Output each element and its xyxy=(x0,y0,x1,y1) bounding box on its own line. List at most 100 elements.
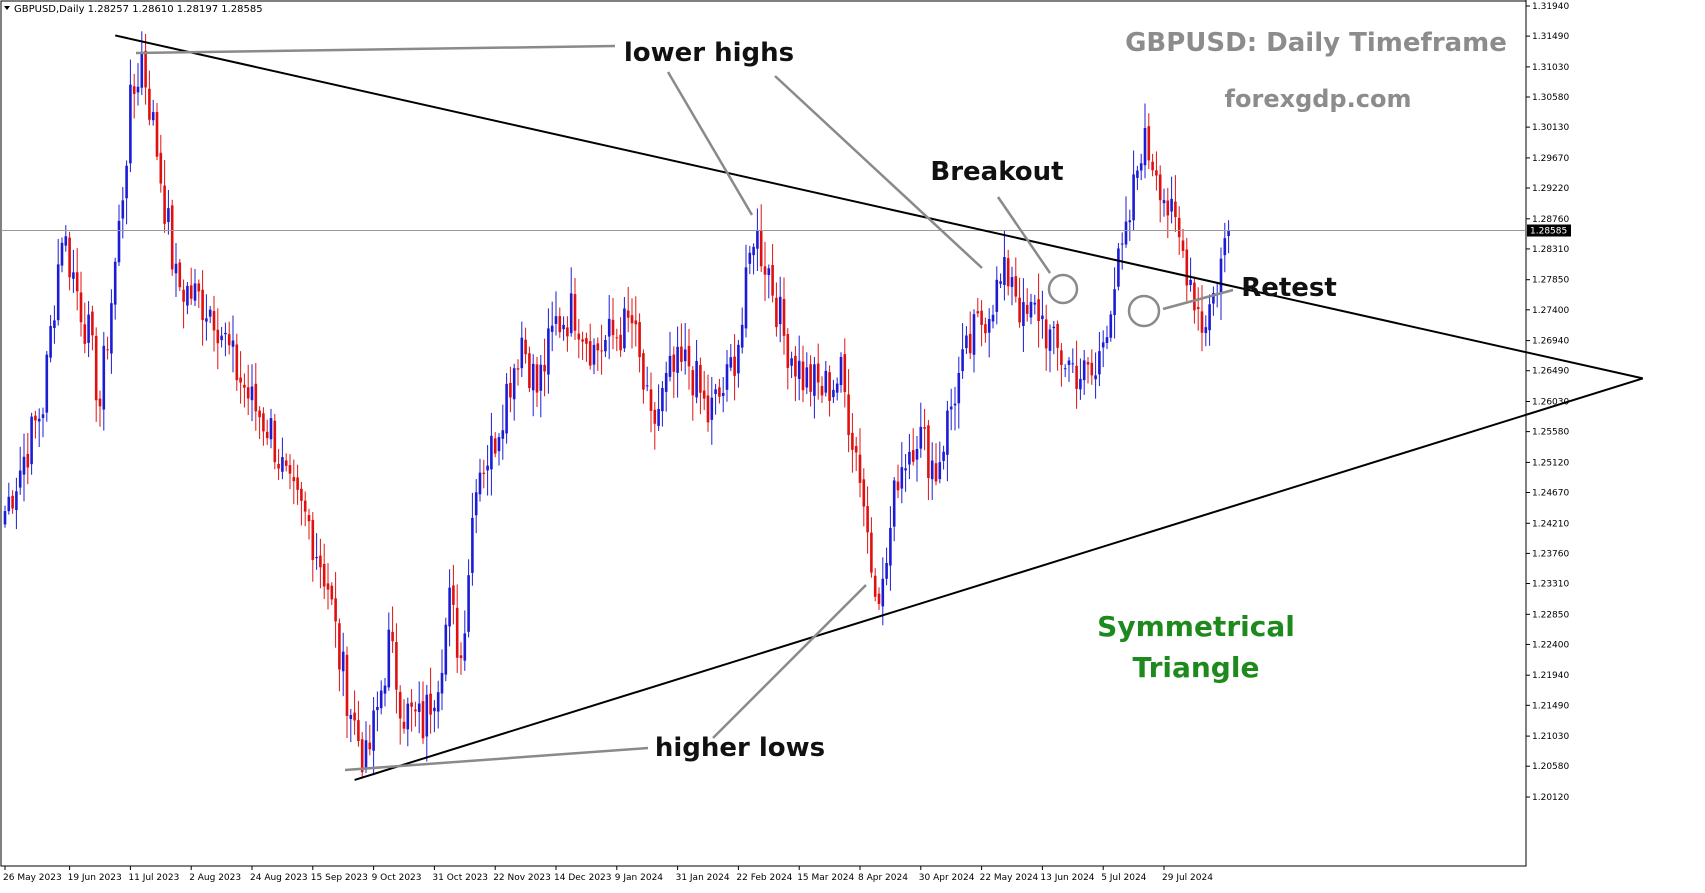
candle xyxy=(790,351,793,379)
candle xyxy=(273,413,277,470)
candle xyxy=(873,568,877,602)
candle xyxy=(839,352,843,393)
candle xyxy=(664,361,668,412)
candle xyxy=(372,697,375,776)
candle xyxy=(1006,249,1010,296)
candle xyxy=(706,374,710,432)
candle xyxy=(34,410,37,439)
candle xyxy=(953,386,957,431)
candle xyxy=(558,307,562,338)
candle xyxy=(455,584,459,673)
candle xyxy=(1048,324,1052,373)
candle xyxy=(623,297,626,353)
candle xyxy=(102,331,106,431)
candle xyxy=(250,364,254,422)
price-tick-label: 1.26490 xyxy=(1532,367,1569,377)
candle xyxy=(421,681,425,744)
candle xyxy=(490,412,493,496)
candle xyxy=(1120,232,1124,270)
lower-highs-label: lower highs xyxy=(624,38,794,68)
candle xyxy=(1204,315,1208,347)
candle xyxy=(205,294,208,341)
candle xyxy=(315,533,318,570)
candle xyxy=(429,667,432,734)
time-axis: 26 May 2023 19 Jun 2023 11 Jul 2023 2 Aug 2… xyxy=(3,866,1213,883)
candle xyxy=(1117,243,1120,291)
candle xyxy=(604,335,607,358)
candle xyxy=(345,646,349,739)
candle xyxy=(300,481,303,526)
price-tick-label: 1.31030 xyxy=(1532,63,1569,73)
candle xyxy=(1143,103,1147,179)
candle xyxy=(277,449,280,480)
candle xyxy=(767,264,771,299)
candle xyxy=(246,364,250,416)
candle xyxy=(1223,222,1227,273)
candle xyxy=(740,307,744,354)
candle xyxy=(75,248,79,311)
candle xyxy=(170,199,174,276)
candle xyxy=(1041,290,1044,339)
time-tick-label: 22 Feb 2024 xyxy=(736,873,792,883)
candle xyxy=(1044,304,1048,371)
time-tick-label: 22 May 2024 xyxy=(980,873,1039,883)
candle xyxy=(15,477,18,530)
candle xyxy=(782,277,786,355)
candle xyxy=(904,453,907,492)
symbol-info: GBPUSD,Daily 1.28257 1.28610 1.28197 1.2… xyxy=(14,4,263,15)
candle xyxy=(1151,153,1154,177)
candle xyxy=(813,357,816,419)
candle xyxy=(1018,277,1021,328)
candle xyxy=(771,244,774,303)
candle xyxy=(1185,237,1189,302)
candle xyxy=(178,259,182,291)
candle xyxy=(1147,113,1151,169)
candle xyxy=(1010,266,1014,306)
candle xyxy=(619,317,622,357)
candle xyxy=(786,328,790,390)
candle xyxy=(1189,257,1192,292)
candle xyxy=(699,357,702,415)
time-tick-label: 31 Jan 2024 xyxy=(676,873,730,883)
candle xyxy=(87,301,90,358)
candle xyxy=(676,326,679,398)
candle xyxy=(159,134,163,193)
candle xyxy=(999,273,1002,289)
candle xyxy=(326,563,330,610)
candle xyxy=(288,454,292,489)
candle xyxy=(569,267,573,337)
price-tick-label: 1.21940 xyxy=(1532,671,1569,681)
candle xyxy=(1208,294,1211,346)
price-tick-label: 1.24210 xyxy=(1532,519,1569,529)
candle xyxy=(547,308,550,394)
candle xyxy=(611,298,615,350)
candle xyxy=(1128,209,1132,241)
candle xyxy=(444,617,448,682)
price-tick-label: 1.23760 xyxy=(1532,549,1569,559)
candle xyxy=(414,701,417,727)
candle xyxy=(262,407,265,446)
candle xyxy=(809,355,812,407)
candle xyxy=(847,369,850,453)
chart-title: GBPUSD: Daily Timeframe xyxy=(1125,28,1507,58)
candle xyxy=(862,468,866,527)
price-tick-label: 1.22400 xyxy=(1532,640,1569,650)
candle xyxy=(930,442,934,500)
time-tick-label: 24 Aug 2023 xyxy=(250,873,308,883)
candle xyxy=(615,328,619,352)
candle xyxy=(1139,153,1143,181)
time-tick-label: 31 Oct 2023 xyxy=(432,873,488,883)
candle xyxy=(189,267,193,305)
candle xyxy=(1200,285,1204,352)
candle xyxy=(934,443,938,486)
candle xyxy=(801,345,805,403)
candle xyxy=(972,309,976,373)
candle xyxy=(235,333,239,391)
price-tick-label: 1.26940 xyxy=(1532,337,1569,347)
price-tick-label: 1.31490 xyxy=(1532,32,1569,42)
candle xyxy=(756,208,759,272)
candle xyxy=(775,282,778,337)
candle xyxy=(870,517,873,578)
candle xyxy=(311,512,315,582)
